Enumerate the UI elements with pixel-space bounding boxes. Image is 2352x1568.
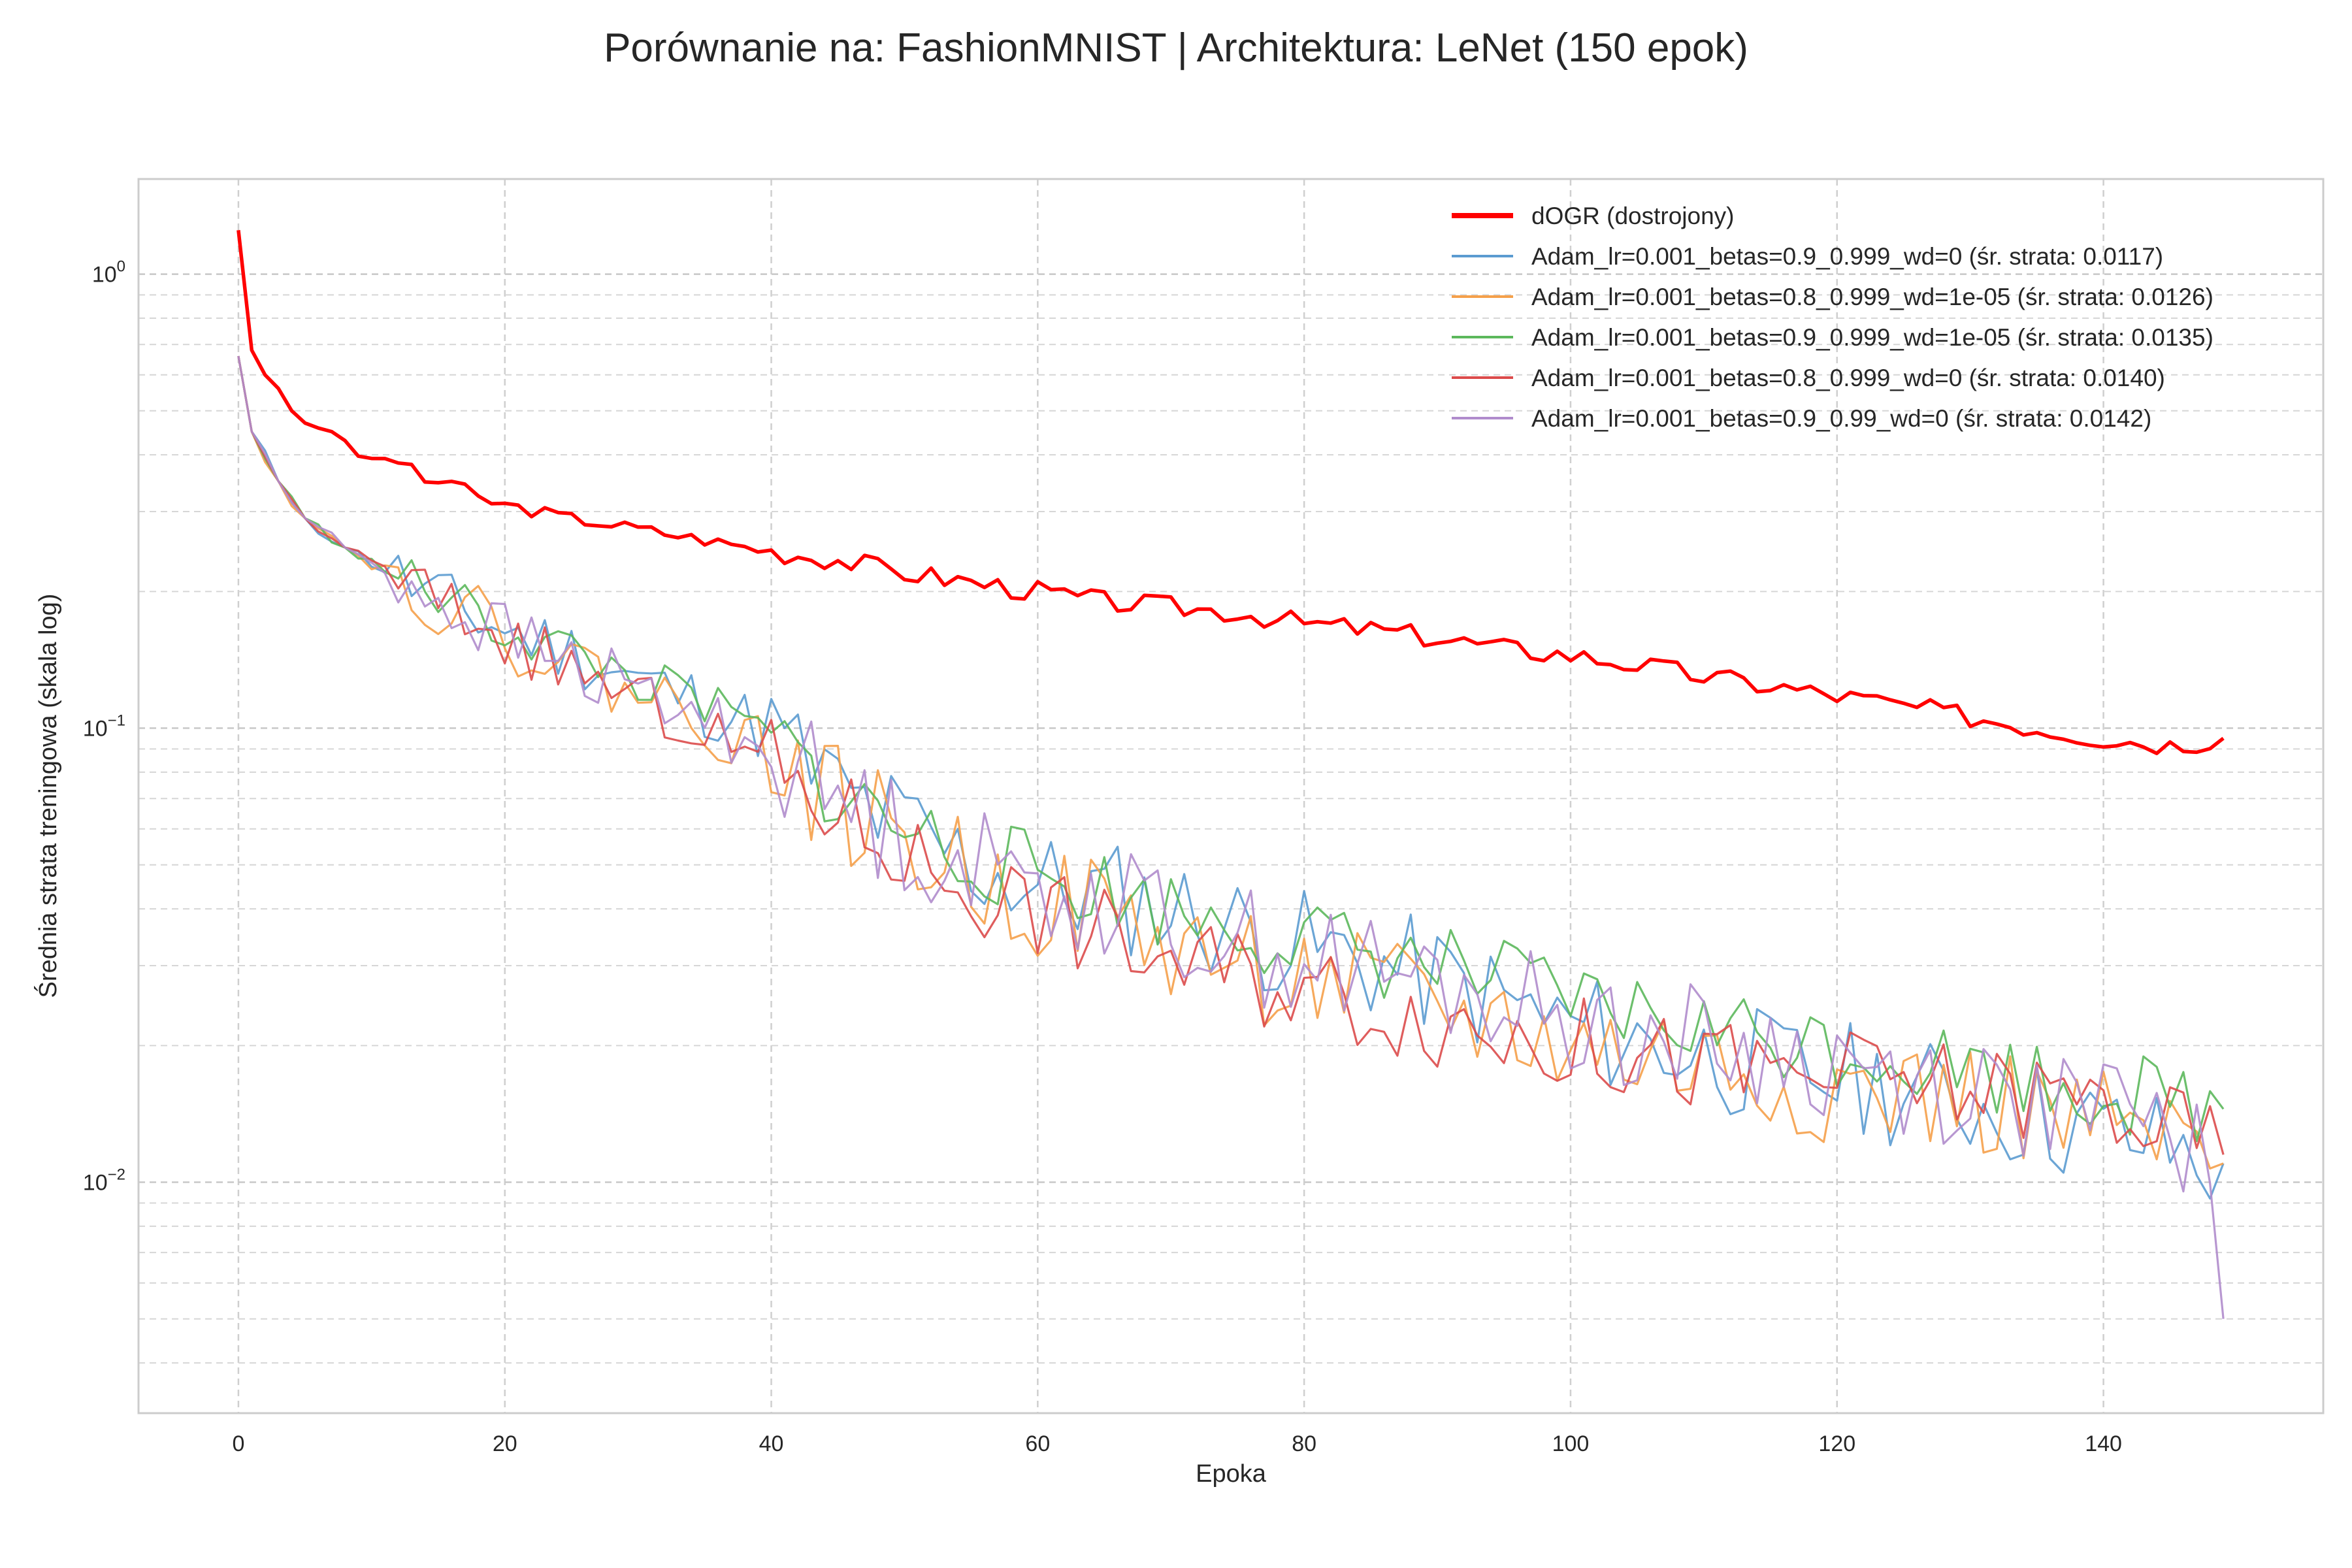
legend-label: Adam_lr=0.001_betas=0.8_0.999_wd=1e-05 (… <box>1531 284 2213 310</box>
plot-frame <box>137 178 2325 1414</box>
axis-ticks: 0 20 40 60 80 100 120 140 100 10−1 10−2 <box>83 258 2122 1456</box>
y-axis-label: Średnia strata treningowa (skala log) <box>33 594 62 998</box>
legend-label: Adam_lr=0.001_betas=0.8_0.999_wd=0 (śr. … <box>1531 365 2165 391</box>
legend-label: Adam_lr=0.001_betas=0.9_0.99_wd=0 (śr. s… <box>1531 405 2151 432</box>
series-line <box>237 355 2224 1170</box>
y-tick-label: 10−2 <box>83 1166 125 1196</box>
series-line <box>237 355 2225 1319</box>
series-lines <box>237 229 2225 1319</box>
x-tick-label: 60 <box>1025 1431 1050 1456</box>
x-tick-label: 40 <box>759 1431 784 1456</box>
series-line <box>237 229 2225 755</box>
y-tick-label: 10−1 <box>83 712 125 742</box>
y-tick-label: 100 <box>92 258 125 287</box>
legend-label: Adam_lr=0.001_betas=0.9_0.999_wd=0 (śr. … <box>1531 243 2163 270</box>
legend: dOGR (dostrojony) Adam_lr=0.001_betas=0.9… <box>1452 203 2213 432</box>
legend-label: Adam_lr=0.001_betas=0.9_0.999_wd=1e-05 (… <box>1531 324 2213 351</box>
x-tick-label: 80 <box>1292 1431 1316 1456</box>
chart-title: Porównanie na: FashionMNIST | Architektu… <box>604 25 1748 71</box>
legend-label: dOGR (dostrojony) <box>1531 203 1735 229</box>
series-line <box>237 355 2225 1155</box>
x-tick-label: 0 <box>232 1431 244 1456</box>
x-tick-label: 120 <box>1818 1431 1855 1456</box>
x-tick-label: 20 <box>493 1431 517 1456</box>
grid-lines <box>139 179 2323 1413</box>
series-line <box>237 355 2225 1200</box>
x-tick-label: 140 <box>2085 1431 2122 1456</box>
x-axis-label: Epoka <box>1196 1460 1267 1488</box>
x-tick-label: 100 <box>1552 1431 1590 1456</box>
